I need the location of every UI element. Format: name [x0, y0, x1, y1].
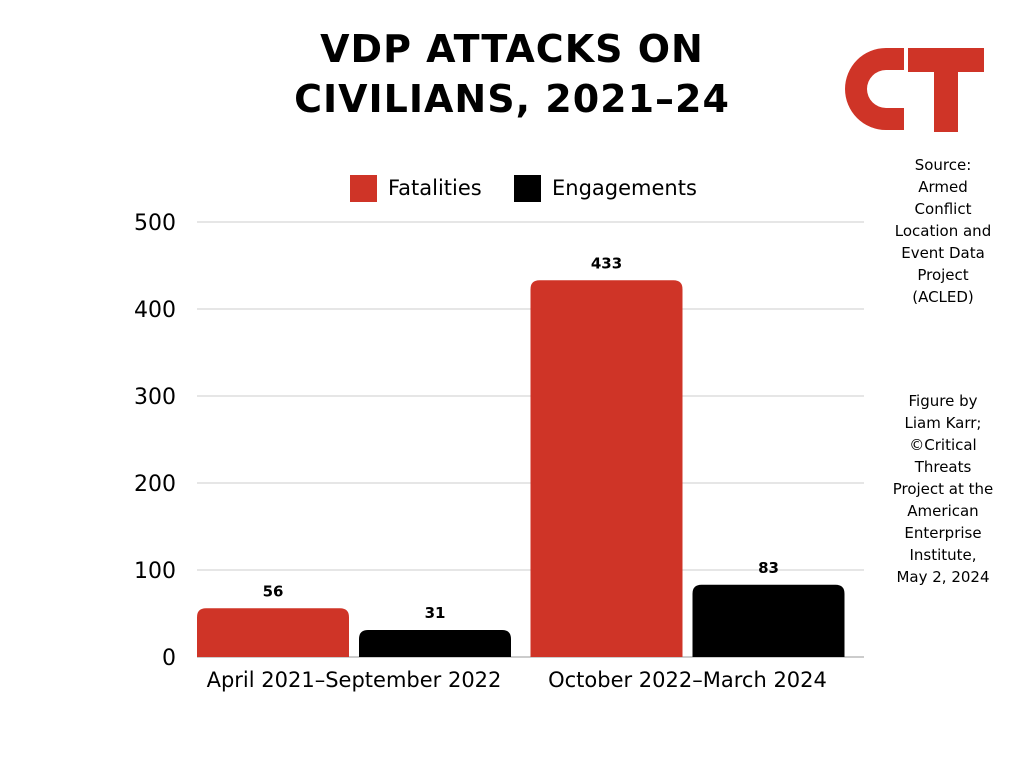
ct-logo	[845, 48, 984, 132]
chart-title: VDP ATTACKS ON CIVILIANS, 2021–24	[294, 27, 730, 121]
legend-swatch	[350, 175, 377, 202]
credit-line: May 2, 2024	[896, 568, 990, 586]
data-label: 31	[425, 604, 446, 622]
credit-line: Figure by	[908, 392, 978, 410]
x-category-label: October 2022–March 2024	[548, 668, 827, 692]
credit-line: Enterprise	[904, 524, 982, 542]
credit-line: American	[907, 502, 979, 520]
data-label: 83	[758, 559, 779, 577]
legend-item: Engagements	[514, 175, 697, 202]
bar-chart: 0 100 200 300 400 500 Fatalities Engagements 56 3…	[134, 175, 864, 692]
source-line: Project	[917, 266, 969, 284]
bar-fatalities	[530, 280, 683, 657]
bar-fatalities	[197, 608, 349, 657]
logo-c-shape	[845, 48, 904, 130]
legend-label: Fatalities	[388, 176, 482, 200]
y-tick-label: 500	[134, 211, 176, 236]
y-tick-label: 300	[134, 385, 176, 410]
x-category-label: April 2021–September 2022	[207, 668, 502, 692]
data-label: 56	[263, 582, 284, 600]
source-line: Armed	[918, 178, 968, 196]
credit-line: Institute,	[909, 546, 977, 564]
credit-note: Figure by Liam Karr; ©Critical Threats Proje…	[880, 390, 1006, 588]
legend-swatch	[514, 175, 541, 202]
y-tick-label: 100	[134, 559, 176, 584]
logo-t-stem	[934, 48, 958, 132]
source-line: (ACLED)	[912, 288, 974, 306]
source-line: Event Data	[901, 244, 985, 262]
bar-engagements	[692, 584, 845, 657]
y-tick-label: 200	[134, 472, 176, 497]
credit-line: Project at the	[892, 480, 994, 498]
y-tick-label: 0	[162, 646, 176, 671]
bar-engagements	[359, 630, 511, 657]
source-line: Location and	[894, 222, 992, 240]
y-tick-label: 400	[134, 298, 176, 323]
source-note: Source: Armed Conflict Location and Event Da…	[880, 154, 1006, 308]
source-line: Source:	[914, 156, 972, 174]
credit-line: ©Critical	[909, 436, 977, 454]
data-label: 433	[591, 254, 622, 272]
credit-line: Liam Karr;	[904, 414, 982, 432]
legend-item: Fatalities	[350, 175, 482, 202]
legend-label: Engagements	[552, 176, 697, 200]
source-line: Conflict	[914, 200, 972, 218]
credit-line: Threats	[914, 458, 972, 476]
